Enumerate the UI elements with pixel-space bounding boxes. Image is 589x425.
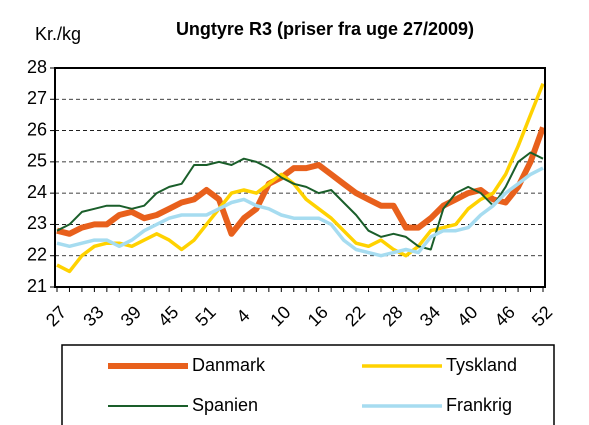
y-tick-label: 27 <box>27 88 47 108</box>
y-tick-label: 26 <box>27 119 47 139</box>
x-tick-label: 28 <box>378 302 406 330</box>
x-tick-label: 4 <box>232 306 253 327</box>
x-tick-label: 22 <box>341 302 369 330</box>
y-tick-label: 21 <box>27 276 47 296</box>
y-tick-label: 24 <box>27 182 47 202</box>
x-tick-label: 52 <box>528 302 556 330</box>
x-tick-label: 40 <box>453 302 481 330</box>
series-line <box>56 82 545 274</box>
x-tick-label: 45 <box>154 302 182 330</box>
x-tick-label: 10 <box>266 302 294 330</box>
y-tick-label: 28 <box>27 57 47 77</box>
x-tick-label: 34 <box>416 302 444 330</box>
y-tick-label: 22 <box>27 244 47 264</box>
legend-label: Danmark <box>192 355 266 375</box>
series-line <box>56 151 544 251</box>
legend-label: Tyskland <box>446 355 517 375</box>
x-tick-label: 33 <box>79 302 107 330</box>
y-axis-label: Kr./kg <box>35 24 81 44</box>
chart-title: Ungtyre R3 (priser fra uge 27/2009) <box>176 19 474 39</box>
x-tick-label: 39 <box>117 302 145 330</box>
legend-label: Spanien <box>192 395 258 415</box>
x-tick-label: 27 <box>42 302 70 330</box>
plot-frame <box>54 67 546 288</box>
x-tick-label: 16 <box>304 302 332 330</box>
series-line <box>56 166 544 258</box>
y-tick-label: 23 <box>27 213 47 233</box>
legend-label: Frankrig <box>446 395 512 415</box>
y-tick-label: 25 <box>27 151 47 171</box>
x-tick-label: 46 <box>491 302 519 330</box>
legend-box <box>61 344 555 425</box>
series-line <box>56 126 546 237</box>
x-tick-label: 51 <box>192 302 220 330</box>
